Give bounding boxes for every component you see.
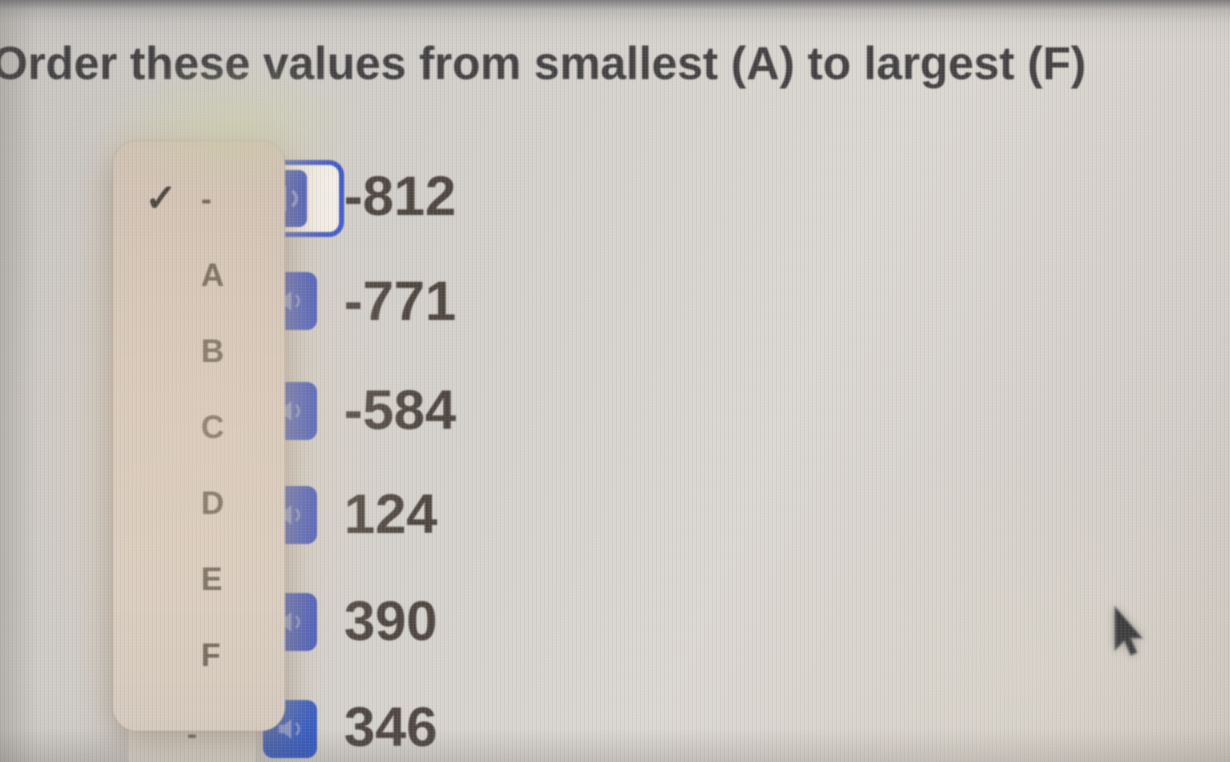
menu-option-f[interactable]: F xyxy=(113,617,285,693)
menu-option-d[interactable]: D xyxy=(113,465,285,541)
menu-option-label: F xyxy=(201,637,221,673)
page-title: Order these values from smallest (A) to … xyxy=(0,37,1087,89)
value-label: -771 xyxy=(344,269,457,332)
menu-option-b[interactable]: B xyxy=(113,313,285,389)
value-label: -584 xyxy=(344,378,457,441)
value-label: 124 xyxy=(344,482,438,545)
value-label: 390 xyxy=(344,589,438,652)
menu-option-label: A xyxy=(201,257,225,293)
menu-option-c[interactable]: C xyxy=(113,389,285,465)
menu-option-e[interactable]: E xyxy=(113,541,285,617)
menu-option-label: B xyxy=(201,333,225,369)
order-dropdown-menu: ✓ - A B C D E xyxy=(113,141,285,731)
arrow-cursor xyxy=(1114,606,1144,657)
value-label: 346 xyxy=(344,695,438,758)
menu-option-a[interactable]: A xyxy=(113,237,285,313)
menu-option-dash[interactable]: ✓ - xyxy=(113,161,285,237)
menu-option-label: - xyxy=(201,181,212,217)
menu-option-label: E xyxy=(201,561,223,597)
check-icon: ✓ xyxy=(145,178,177,220)
menu-option-label: D xyxy=(201,485,225,521)
value-label: -812 xyxy=(344,164,457,227)
menu-option-label: C xyxy=(201,409,225,445)
